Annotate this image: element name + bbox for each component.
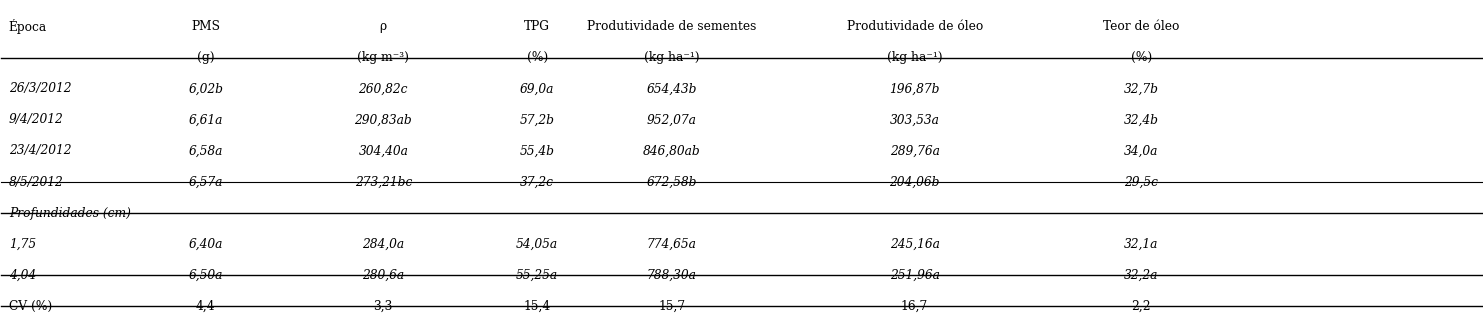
Text: 251,96a: 251,96a: [890, 269, 940, 282]
Text: Produtividade de sementes: Produtividade de sementes: [587, 20, 756, 33]
Text: 280,6a: 280,6a: [362, 269, 405, 282]
Text: 1,75: 1,75: [9, 238, 36, 251]
Text: 29,5c: 29,5c: [1124, 175, 1158, 188]
Text: 6,57a: 6,57a: [188, 175, 222, 188]
Text: 54,05a: 54,05a: [516, 238, 558, 251]
Text: Teor de óleo: Teor de óleo: [1103, 20, 1179, 33]
Text: 245,16a: 245,16a: [890, 238, 940, 251]
Text: Profundidades (cm): Profundidades (cm): [9, 206, 131, 219]
Text: 6,40a: 6,40a: [188, 238, 222, 251]
Text: 846,80ab: 846,80ab: [644, 145, 701, 158]
Text: (kg ha⁻¹): (kg ha⁻¹): [887, 51, 943, 64]
Text: 952,07a: 952,07a: [647, 114, 697, 127]
Text: 55,25a: 55,25a: [516, 269, 558, 282]
Text: 57,2b: 57,2b: [519, 114, 555, 127]
Text: CV (%): CV (%): [9, 300, 52, 313]
Text: 6,61a: 6,61a: [188, 114, 222, 127]
Text: 37,2c: 37,2c: [521, 175, 555, 188]
Text: 23/4/2012: 23/4/2012: [9, 145, 71, 158]
Text: 2,2: 2,2: [1132, 300, 1151, 313]
Text: (kg ha⁻¹): (kg ha⁻¹): [644, 51, 700, 64]
Text: ρ: ρ: [380, 20, 387, 33]
Text: 55,4b: 55,4b: [519, 145, 555, 158]
Text: 16,7: 16,7: [902, 300, 928, 313]
Text: (g): (g): [197, 51, 215, 64]
Text: 6,58a: 6,58a: [188, 145, 222, 158]
Text: 303,53a: 303,53a: [890, 114, 940, 127]
Text: 9/4/2012: 9/4/2012: [9, 114, 64, 127]
Text: 290,83ab: 290,83ab: [354, 114, 412, 127]
Text: 6,50a: 6,50a: [188, 269, 222, 282]
Text: 304,40a: 304,40a: [359, 145, 408, 158]
Text: 284,0a: 284,0a: [362, 238, 405, 251]
Text: 15,4: 15,4: [523, 300, 550, 313]
Text: 3,3: 3,3: [374, 300, 393, 313]
Text: (%): (%): [526, 51, 547, 64]
Text: TPG: TPG: [523, 20, 550, 33]
Text: 32,4b: 32,4b: [1124, 114, 1158, 127]
Text: 260,82c: 260,82c: [359, 82, 408, 95]
Text: 4,04: 4,04: [9, 269, 36, 282]
Text: Época: Época: [9, 19, 47, 34]
Text: 15,7: 15,7: [658, 300, 685, 313]
Text: 289,76a: 289,76a: [890, 145, 940, 158]
Text: 654,43b: 654,43b: [647, 82, 697, 95]
Text: PMS: PMS: [191, 20, 219, 33]
Text: 8/5/2012: 8/5/2012: [9, 175, 64, 188]
Text: 6,02b: 6,02b: [188, 82, 222, 95]
Text: 4,4: 4,4: [196, 300, 215, 313]
Text: 32,7b: 32,7b: [1124, 82, 1158, 95]
Text: 672,58b: 672,58b: [647, 175, 697, 188]
Text: 32,1a: 32,1a: [1124, 238, 1158, 251]
Text: 273,21bc: 273,21bc: [354, 175, 412, 188]
Text: (kg m⁻³): (kg m⁻³): [357, 51, 409, 64]
Text: Produtividade de óleo: Produtividade de óleo: [847, 20, 983, 33]
Text: (%): (%): [1130, 51, 1152, 64]
Text: 26/3/2012: 26/3/2012: [9, 82, 71, 95]
Text: 34,0a: 34,0a: [1124, 145, 1158, 158]
Text: 32,2a: 32,2a: [1124, 269, 1158, 282]
Text: 204,06b: 204,06b: [890, 175, 940, 188]
Text: 774,65a: 774,65a: [647, 238, 697, 251]
Text: 69,0a: 69,0a: [521, 82, 555, 95]
Text: 196,87b: 196,87b: [890, 82, 940, 95]
Text: 788,30a: 788,30a: [647, 269, 697, 282]
